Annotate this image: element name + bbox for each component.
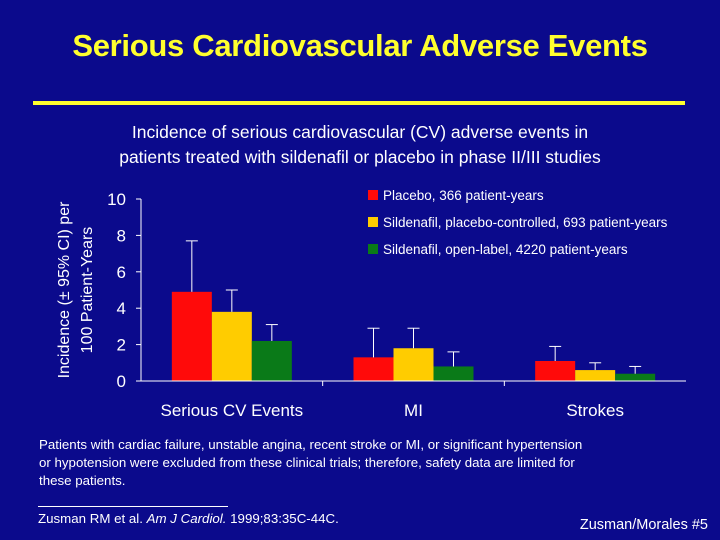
y-axis-label: Incidence (± 95% CI) per 100 Patient-Yea… — [56, 201, 96, 379]
legend-swatch — [368, 217, 378, 227]
chart-subtitle: Incidence of serious cardiovascular (CV)… — [40, 120, 680, 170]
footnote-line-3: these patients. — [39, 473, 126, 488]
bar — [393, 348, 434, 381]
x-tick-label: Serious CV Events — [160, 401, 303, 420]
y-tick-label: 10 — [107, 190, 126, 209]
legend-label: Sildenafil, placebo-controlled, 693 pati… — [383, 215, 668, 230]
subtitle-line-1: Incidence of serious cardiovascular (CV)… — [131, 122, 589, 142]
y-tick-label: 0 — [117, 372, 126, 391]
bar — [171, 291, 212, 381]
reference-details: 1999;83:35C-44C. — [230, 511, 339, 526]
bar — [433, 366, 474, 381]
y-axis-label-line-1: Incidence (± 95% CI) per — [56, 201, 73, 379]
reference-divider — [38, 506, 228, 507]
reference-authors: Zusman RM et al. — [38, 511, 143, 526]
chart-legend: Placebo, 366 patient-years Sildenafil, pl… — [368, 188, 668, 257]
y-tick-label: 8 — [117, 226, 126, 245]
reference-citation: Zusman RM et al. Am J Cardiol. 1999;83:3… — [38, 511, 339, 526]
slide-title: Serious Cardiovascular Adverse Events — [72, 28, 648, 63]
footnote-line-2: or hypotension were excluded from these … — [39, 455, 575, 470]
slide-number: Zusman/Morales #5 — [579, 517, 708, 533]
bar — [535, 360, 576, 381]
legend-swatch — [368, 190, 378, 200]
bar — [615, 373, 656, 381]
legend-label: Sildenafil, open-label, 4220 patient-yea… — [383, 242, 628, 257]
y-tick-label: 2 — [117, 336, 126, 355]
y-tick-label: 6 — [117, 263, 126, 282]
x-tick-label: Strokes — [566, 401, 624, 420]
legend-swatch — [368, 244, 378, 254]
footnote-line-1: Patients with cardiac failure, unstable … — [39, 437, 583, 452]
footnote: Patients with cardiac failure, unstable … — [39, 436, 699, 490]
y-tick-label: 4 — [117, 299, 126, 318]
y-axis-label-line-2: 100 Patient-Years — [79, 227, 96, 354]
subtitle-line-2: patients treated with sildenafil or plac… — [119, 147, 601, 167]
title-divider — [33, 101, 685, 105]
bar — [211, 311, 252, 381]
bar — [353, 357, 394, 381]
legend-label: Placebo, 366 patient-years — [383, 188, 544, 203]
bar — [575, 370, 616, 381]
bar — [251, 340, 292, 381]
reference-journal: Am J Cardiol. — [146, 511, 227, 526]
x-tick-label: MI — [404, 401, 423, 420]
